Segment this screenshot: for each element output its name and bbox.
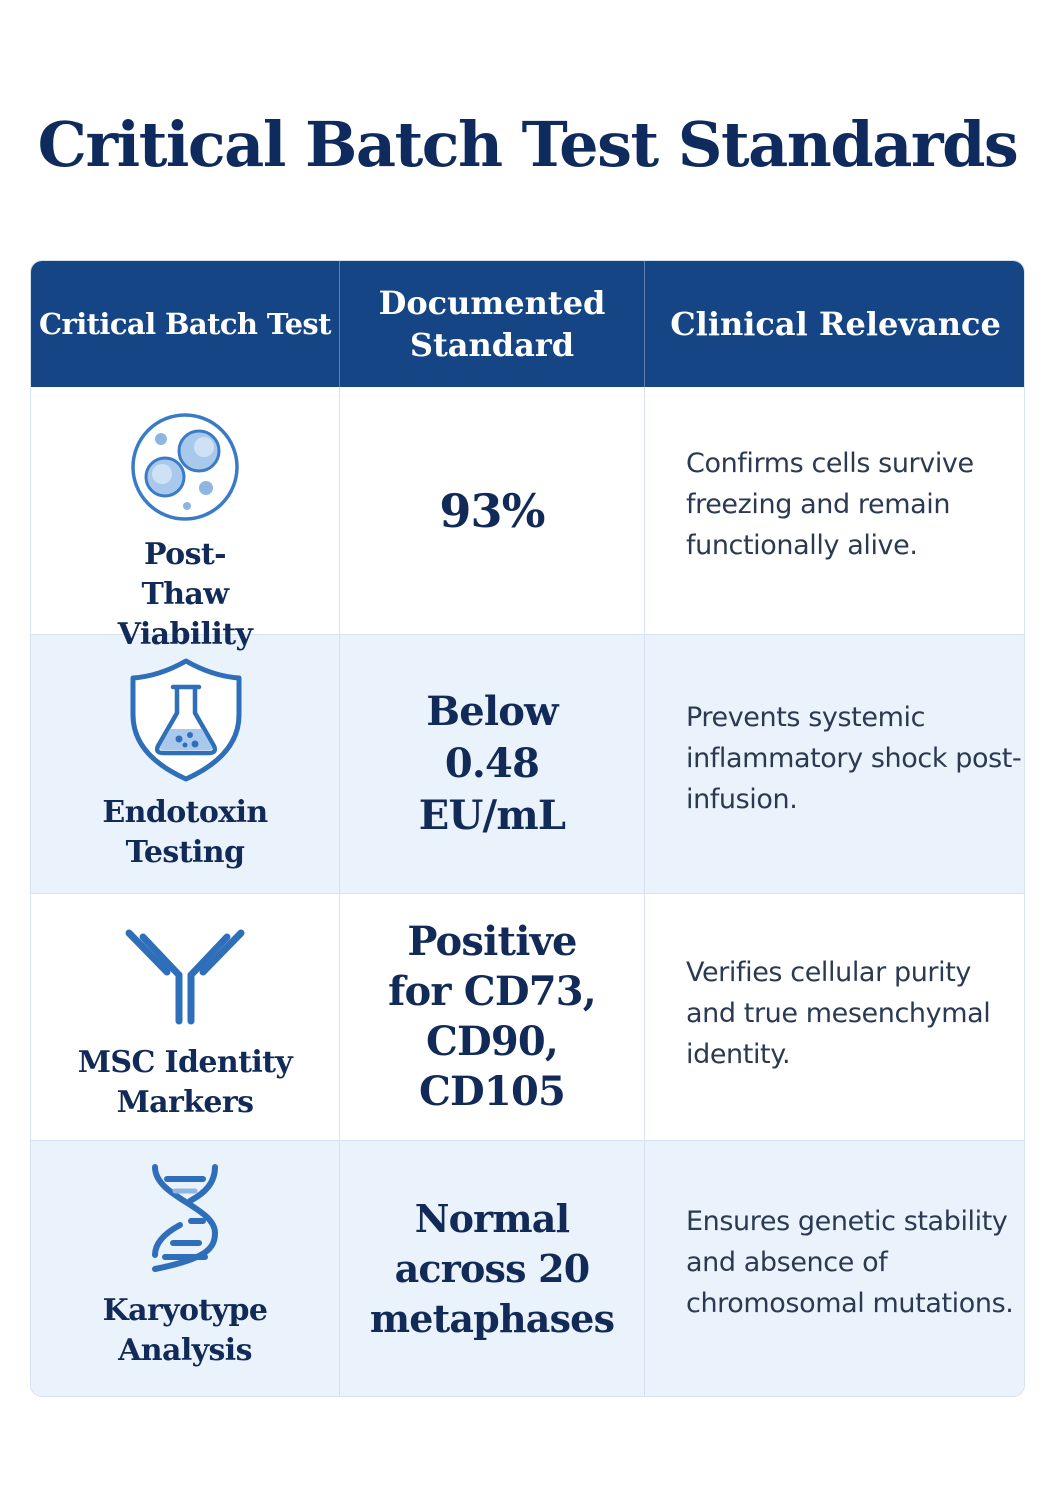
header-critical-batch-test: Critical Batch Test — [39, 307, 332, 341]
cells-icon — [131, 413, 239, 521]
table-row — [31, 1140, 1024, 1396]
test-label: Post-Thaw Viability — [117, 537, 253, 652]
header-documented-standard: Documented Standard — [378, 284, 606, 364]
relevance-text: Ensures genetic stability and absence of… — [686, 1206, 1014, 1319]
standard-value: 93% — [439, 483, 545, 538]
standard-value: Positive for CD73, CD90, CD105 — [388, 917, 597, 1115]
test-label: Karyotype Analysis — [102, 1293, 268, 1368]
relevance-text: Confirms cells survive freezing and rema… — [686, 448, 974, 561]
relevance-text: Prevents systemic inflammatory shock pos… — [686, 702, 1022, 815]
relevance-text: Verifies cellular purity and true mesenc… — [686, 957, 991, 1070]
standards-table: Critical Batch Test Documented Standard … — [30, 260, 1025, 1397]
antibody-icon — [125, 929, 245, 1025]
page-title: Critical Batch Test Standards — [37, 108, 1019, 181]
dna-icon — [152, 1164, 219, 1272]
standard-value: Normal across 20 metaphases — [369, 1196, 615, 1341]
shield-flask-icon — [130, 658, 242, 782]
test-label: Endotoxin Testing — [102, 795, 268, 870]
table-row — [31, 893, 1024, 1140]
header-clinical-relevance: Clinical Relevance — [670, 305, 1001, 343]
test-label: MSC Identity Markers — [77, 1045, 293, 1120]
table-header: Critical Batch Test Documented Standard … — [31, 261, 1024, 387]
standard-value: Below 0.48 EU/mL — [418, 688, 566, 839]
